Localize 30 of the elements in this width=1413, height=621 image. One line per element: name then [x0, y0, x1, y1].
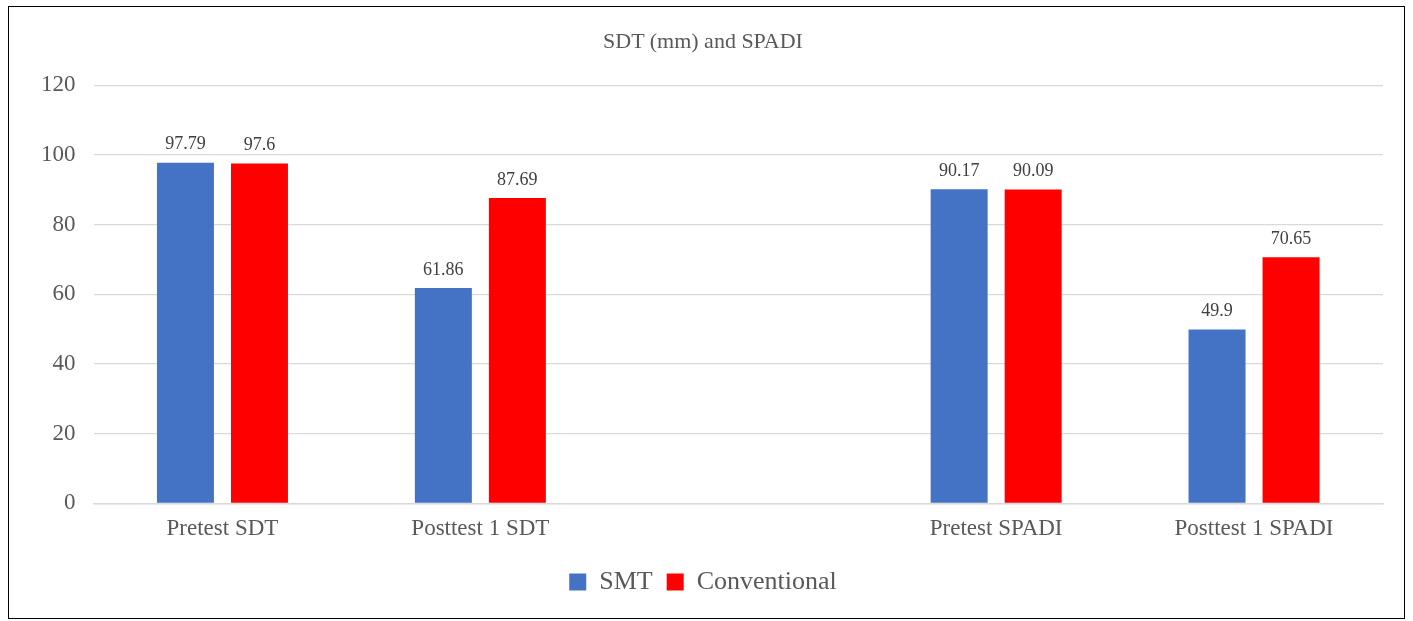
y-tick-label: 40 [52, 350, 76, 376]
legend-label: SMT [599, 565, 653, 595]
y-tick-label: 0 [64, 489, 76, 515]
bar [156, 162, 214, 503]
y-tick-label: 60 [52, 280, 76, 306]
bar [1188, 329, 1246, 503]
legend-label: Conventional [696, 565, 837, 595]
y-tick-label: 20 [52, 419, 76, 445]
x-tick-label: Pretest SPADI [929, 515, 1063, 541]
chart-title: SDT (mm) and SPADI [603, 27, 803, 53]
bar [488, 197, 546, 503]
data-label: 90.09 [1012, 160, 1054, 181]
data-label: 90.17 [938, 160, 980, 181]
y-tick-label: 120 [41, 71, 76, 97]
bar [414, 287, 472, 503]
y-tick-label: 100 [41, 141, 76, 167]
bar [930, 189, 988, 503]
data-label: 70.65 [1270, 228, 1312, 249]
x-tick-label: Posttest 1 SDT [411, 515, 550, 541]
bar [1004, 189, 1062, 503]
y-tick-label: 80 [52, 210, 76, 236]
bar [230, 163, 288, 503]
x-tick-label: Pretest SDT [166, 515, 279, 541]
data-label: 49.9 [1201, 300, 1233, 321]
data-label: 97.79 [165, 133, 206, 154]
bar [1262, 257, 1320, 503]
x-tick-label: Posttest 1 SPADI [1174, 515, 1334, 541]
data-label: 87.69 [497, 168, 538, 189]
data-label: 97.6 [243, 134, 276, 155]
data-label: 61.86 [423, 258, 464, 279]
